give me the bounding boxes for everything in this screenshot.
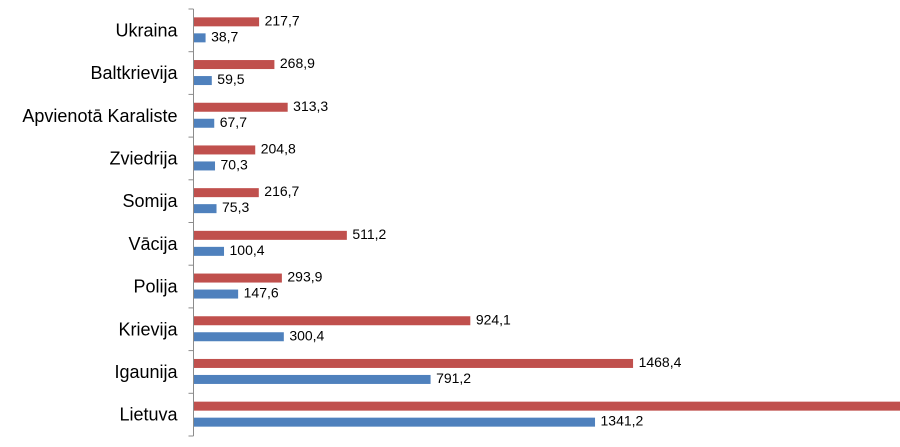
data-label: 204,8 bbox=[261, 140, 296, 156]
data-label: 293,9 bbox=[287, 269, 322, 285]
bar-blue bbox=[194, 289, 239, 299]
data-label: 67,7 bbox=[220, 114, 247, 130]
bar-red bbox=[194, 102, 288, 112]
bar-blue bbox=[194, 374, 431, 384]
category-label: Zviedrija bbox=[109, 148, 178, 168]
data-label: 59,5 bbox=[217, 71, 244, 87]
data-label: 70,3 bbox=[221, 156, 248, 172]
data-label: 100,4 bbox=[230, 242, 265, 258]
bar-blue bbox=[194, 246, 225, 256]
bar-red bbox=[194, 273, 282, 283]
data-label: 147,6 bbox=[244, 285, 279, 301]
bar-red bbox=[194, 358, 634, 368]
data-label: 791,2 bbox=[436, 370, 471, 386]
category-label: Baltkrievija bbox=[90, 63, 178, 83]
bar-red bbox=[194, 316, 471, 326]
bar-blue bbox=[194, 204, 217, 214]
data-label: 300,4 bbox=[289, 327, 324, 343]
category-labels: Ukraina Baltkrievija Apvienotā Karaliste Zv… bbox=[22, 20, 178, 424]
data-label: 511,2 bbox=[352, 226, 386, 242]
bar-blue bbox=[194, 118, 215, 128]
category-label: Somija bbox=[122, 191, 178, 211]
bar-blue bbox=[194, 332, 284, 342]
bar-red bbox=[194, 230, 347, 240]
bar-blue bbox=[194, 76, 212, 86]
y-axis-ticks bbox=[188, 8, 194, 437]
category-label: Igaunija bbox=[114, 362, 178, 382]
value-labels: 217,7 38,7 268,9 59,5 313,3 67,7 204,8 70,3 216,… bbox=[211, 12, 682, 429]
category-label: Vācija bbox=[128, 234, 178, 254]
category-label: Apvienotā Karaliste bbox=[22, 106, 177, 126]
bar-blue bbox=[194, 161, 216, 171]
bars bbox=[194, 17, 900, 427]
bar-red bbox=[194, 188, 259, 198]
data-label: 75,3 bbox=[222, 199, 249, 215]
data-label: 1468,4 bbox=[639, 354, 682, 370]
category-label: Lietuva bbox=[119, 405, 178, 425]
data-label: 268,9 bbox=[280, 55, 315, 71]
data-label: 924,1 bbox=[476, 311, 511, 327]
category-label: Polija bbox=[133, 277, 178, 297]
bar-red bbox=[194, 60, 275, 70]
bar-blue bbox=[194, 417, 596, 427]
data-label: 38,7 bbox=[211, 28, 238, 44]
data-label: 217,7 bbox=[265, 12, 300, 28]
data-label: 313,3 bbox=[293, 98, 328, 114]
data-label: 1341,2 bbox=[601, 413, 644, 429]
bar-red bbox=[194, 401, 900, 411]
bar-red bbox=[194, 145, 256, 155]
bar-blue bbox=[194, 33, 206, 43]
category-label: Ukraina bbox=[115, 20, 178, 40]
category-label: Krievija bbox=[118, 319, 178, 339]
bar-red bbox=[194, 17, 260, 27]
data-label: 216,7 bbox=[264, 183, 299, 199]
